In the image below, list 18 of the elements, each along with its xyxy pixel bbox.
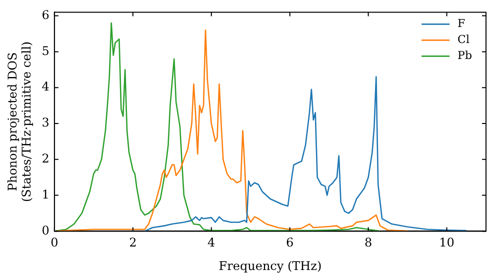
x-tick-label: 0 [50,236,58,250]
x-tick-label: 2 [129,236,137,250]
y-axis-title: Phonon projected DOS (States/THz·primitive cell) [5,41,34,202]
x-tick-label: 8 [364,236,372,250]
legend-label: Pb [458,49,472,62]
y-tick-label: 3 [42,116,50,130]
y-tick-label: 6 [42,8,50,22]
x-tick-label: 10 [439,236,454,250]
legend-label: Cl [458,33,470,46]
x-axis-title: Frequency (THz) [218,258,322,273]
y-tick-label: 5 [42,44,50,58]
x-tick-label: 4 [208,236,216,250]
x-tick-label: 6 [286,236,294,250]
y-tick-label: 1 [42,187,50,202]
y-tick-label: 4 [42,80,50,94]
y-tick-label: 2 [42,152,50,166]
y-tick-label: 0 [42,223,50,238]
legend-label: F [458,17,466,30]
